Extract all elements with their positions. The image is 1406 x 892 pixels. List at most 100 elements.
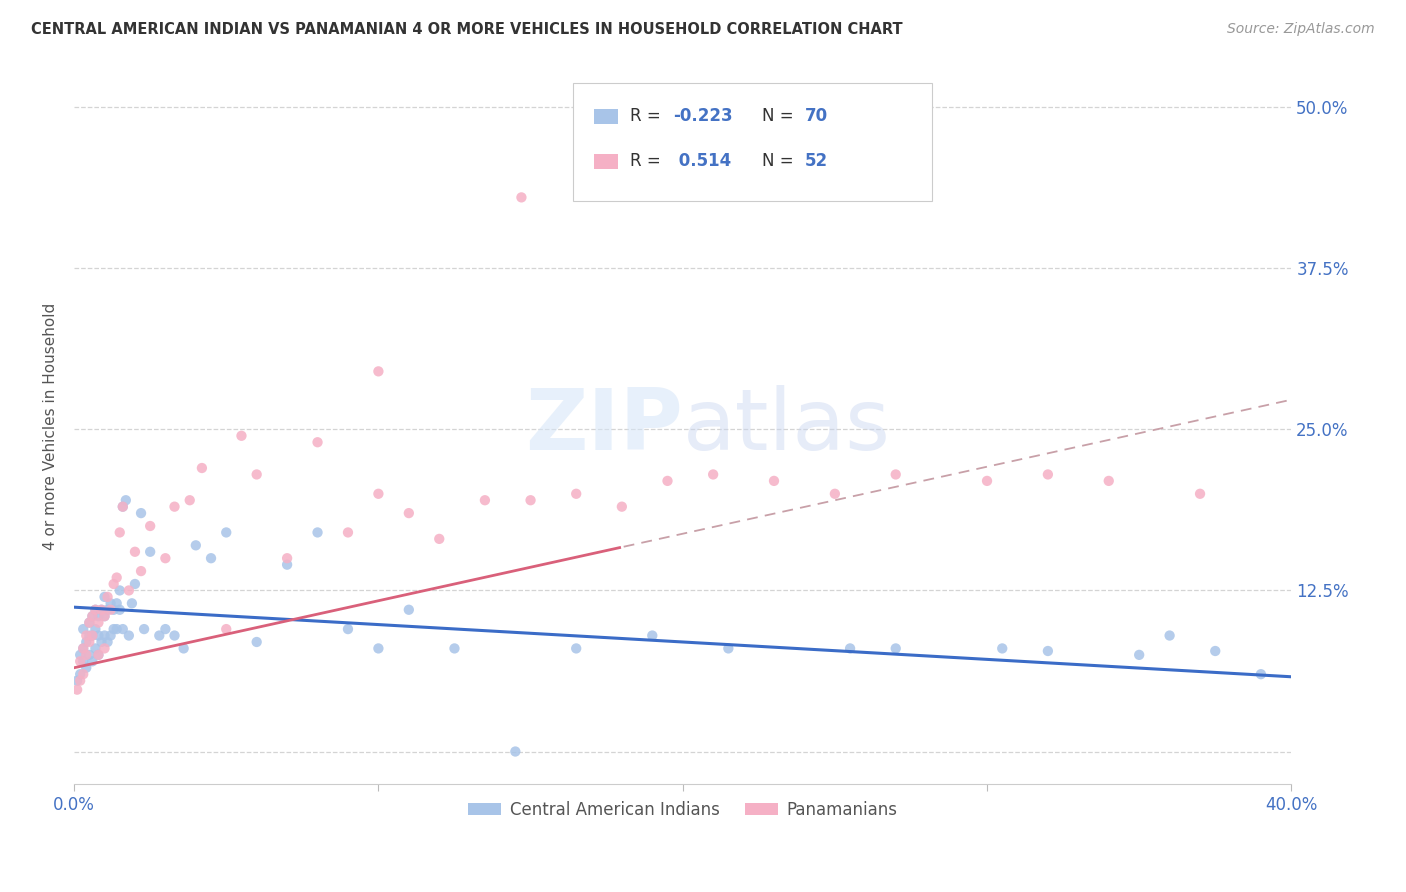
Point	[103, 622, 125, 636]
Point	[839, 641, 862, 656]
Point	[129, 564, 152, 578]
Point	[103, 577, 125, 591]
Point	[510, 190, 533, 204]
Point	[72, 641, 94, 656]
Point	[75, 628, 97, 642]
Point	[72, 667, 94, 681]
Point	[505, 745, 527, 759]
Point	[307, 435, 329, 450]
Text: 52: 52	[804, 153, 828, 170]
Point	[610, 500, 633, 514]
Point	[103, 603, 125, 617]
Point	[108, 603, 131, 617]
Point	[72, 654, 94, 668]
Point	[246, 467, 269, 482]
Legend: Central American Indians, Panamanians: Central American Indians, Panamanians	[461, 794, 904, 825]
Point	[1159, 628, 1181, 642]
Point	[200, 551, 222, 566]
Text: 0.514: 0.514	[673, 153, 731, 170]
Point	[105, 596, 128, 610]
Point	[717, 641, 740, 656]
Point	[184, 538, 207, 552]
Point	[105, 622, 128, 636]
Point	[118, 583, 141, 598]
Text: 70: 70	[804, 107, 828, 126]
Point	[93, 590, 115, 604]
Point	[1036, 467, 1059, 482]
Point	[246, 635, 269, 649]
Point	[90, 635, 112, 649]
Text: N =: N =	[762, 107, 799, 126]
Point	[276, 551, 298, 566]
Point	[72, 622, 94, 636]
Point	[132, 622, 155, 636]
Point	[215, 525, 238, 540]
Point	[79, 628, 101, 642]
Point	[991, 641, 1014, 656]
Point	[108, 525, 131, 540]
Point	[367, 641, 389, 656]
Point	[824, 487, 846, 501]
Point	[69, 648, 91, 662]
Point	[87, 628, 110, 642]
Point	[427, 532, 450, 546]
Point	[307, 525, 329, 540]
Point	[84, 603, 107, 617]
Point	[231, 429, 253, 443]
Point	[121, 596, 143, 610]
Point	[79, 615, 101, 630]
Point	[105, 570, 128, 584]
Point	[163, 628, 186, 642]
Point	[90, 603, 112, 617]
Point	[1128, 648, 1150, 662]
Text: ZIP: ZIP	[524, 384, 683, 467]
Point	[90, 603, 112, 617]
Text: -0.223: -0.223	[673, 107, 733, 126]
Point	[111, 500, 134, 514]
Text: atlas: atlas	[683, 384, 891, 467]
Point	[139, 519, 162, 533]
Point	[97, 603, 120, 617]
Bar	[593, 154, 619, 169]
Point	[93, 609, 115, 624]
Point	[519, 493, 541, 508]
Point	[75, 635, 97, 649]
Point	[336, 525, 359, 540]
Point	[69, 667, 91, 681]
Point	[111, 500, 134, 514]
Point	[139, 545, 162, 559]
Point	[336, 622, 359, 636]
Point	[124, 545, 146, 559]
Point	[82, 628, 104, 642]
Point	[108, 583, 131, 598]
Point	[87, 648, 110, 662]
Point	[884, 467, 907, 482]
Point	[93, 609, 115, 624]
Point	[79, 615, 101, 630]
Point	[75, 648, 97, 662]
Point	[93, 628, 115, 642]
Point	[82, 609, 104, 624]
Y-axis label: 4 or more Vehicles in Household: 4 or more Vehicles in Household	[44, 302, 58, 549]
Point	[148, 628, 170, 642]
Point	[191, 461, 214, 475]
Point	[79, 635, 101, 649]
Point	[565, 487, 588, 501]
Point	[87, 648, 110, 662]
Point	[641, 628, 664, 642]
Point	[884, 641, 907, 656]
Point	[763, 474, 786, 488]
Point	[1036, 644, 1059, 658]
Text: N =: N =	[762, 153, 799, 170]
Point	[398, 603, 420, 617]
Point	[565, 641, 588, 656]
Point	[87, 615, 110, 630]
Point	[163, 500, 186, 514]
Point	[72, 641, 94, 656]
Point	[114, 493, 136, 508]
Point	[100, 628, 122, 642]
Point	[124, 577, 146, 591]
Point	[111, 622, 134, 636]
Point	[474, 493, 496, 508]
Point	[84, 641, 107, 656]
